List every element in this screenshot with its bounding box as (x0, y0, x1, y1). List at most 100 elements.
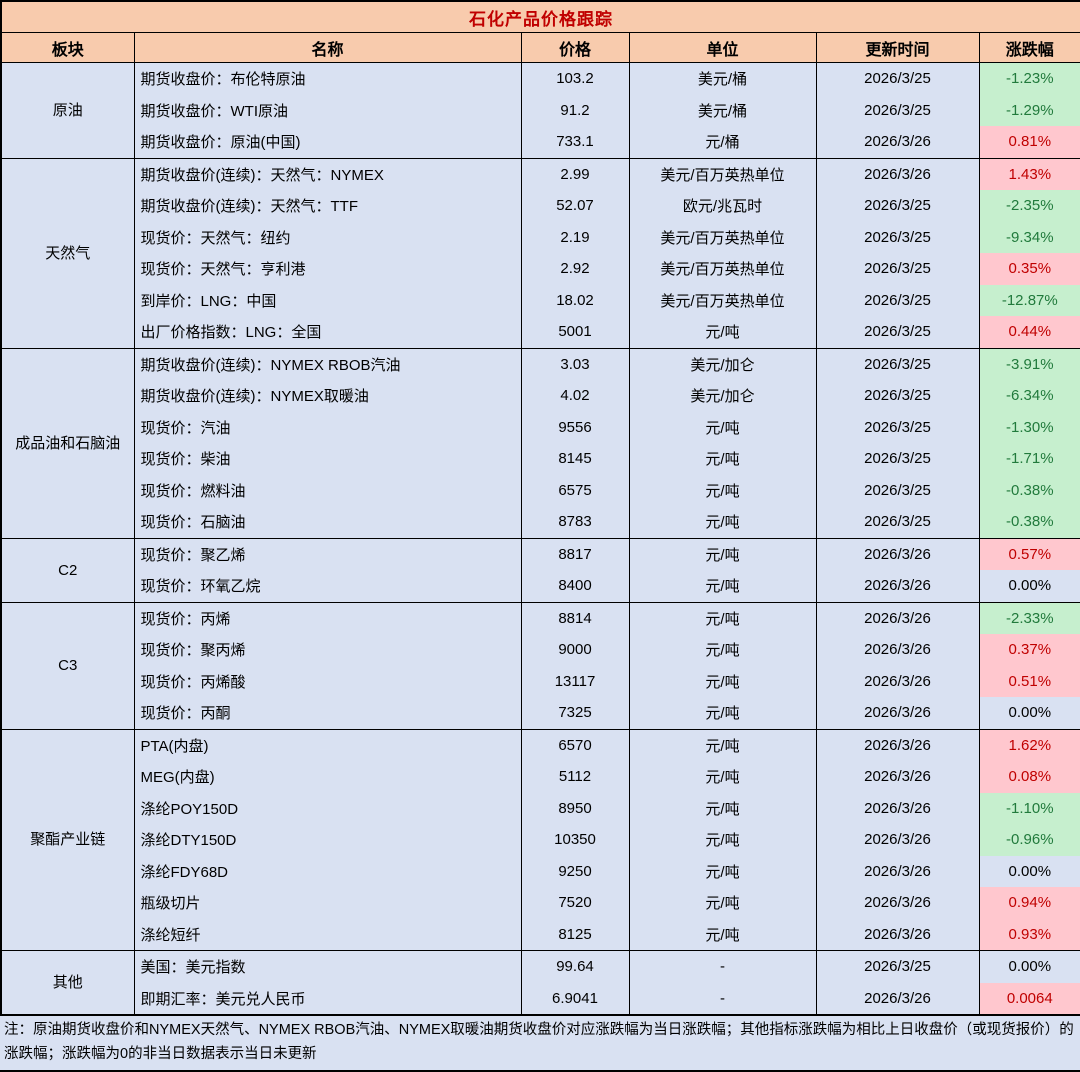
table-row: 现货价：丙酮 7325 元/吨 2026/3/26 0.00% (1, 697, 1080, 729)
change-cell: 0.37% (978, 634, 1080, 666)
date-cell: 2026/3/25 (815, 380, 979, 412)
table-row: 期货收盘价(连续)：NYMEX取暖油 4.02 美元/加仑 2026/3/25 -6.3… (1, 380, 1080, 412)
change-cell: 0.00% (978, 950, 1080, 983)
change-cell: -0.38% (978, 506, 1080, 538)
sector-cell: C3 (0, 601, 134, 729)
unit-cell: 元/吨 (628, 537, 816, 570)
table-row: 期货收盘价：原油(中国) 733.1 元/桶 2026/3/26 0.81% (1, 126, 1080, 158)
table-row: 现货价：燃料油 6575 元/吨 2026/3/25 -0.38% (1, 474, 1080, 506)
name-cell: 涤纶POY150D (133, 792, 521, 824)
change-cell: -1.30% (978, 411, 1080, 443)
name-cell: 现货价：天然气：纽约 (133, 221, 521, 253)
price-cell: 2.19 (520, 221, 629, 253)
price-cell: 8783 (520, 506, 629, 538)
price-cell: 9250 (520, 855, 629, 887)
change-cell: 1.43% (978, 157, 1080, 190)
price-cell: 6570 (520, 728, 629, 761)
unit-cell: 元/吨 (628, 665, 816, 697)
price-cell: 103.2 (520, 62, 629, 95)
name-cell: 涤纶DTY150D (133, 824, 521, 856)
table-row: 其他 美国：美元指数 99.64-2026/3/25 0.00% (0, 950, 1080, 1015)
change-cell: -0.38% (978, 474, 1080, 506)
date-cell: 2026/3/25 (815, 190, 979, 222)
sector-cell: 原油 (0, 62, 134, 158)
change-cell: -1.71% (978, 443, 1080, 475)
table-row: 涤纶FDY68D 9250 元/吨 2026/3/26 0.00% (1, 855, 1080, 887)
unit-cell: 元/吨 (628, 634, 816, 666)
table-row: MEG(内盘) 5112 元/吨 2026/3/26 0.08% (1, 761, 1080, 793)
unit-cell: 元/吨 (628, 728, 816, 761)
price-cell: 6575 (520, 474, 629, 506)
price-cell: 10350 (520, 824, 629, 856)
name-cell: 现货价：柴油 (133, 443, 521, 475)
price-cell: 18.02 (520, 284, 629, 316)
price-cell: 4.02 (520, 380, 629, 412)
price-cell: 9556 (520, 411, 629, 443)
sector-cell: C2 (0, 537, 134, 602)
name-cell: 现货价：汽油 (133, 411, 521, 443)
unit-cell: 元/吨 (628, 792, 816, 824)
change-cell: 0.93% (978, 918, 1080, 951)
price-cell: 8950 (520, 792, 629, 824)
name-cell: 瓶级切片 (133, 887, 521, 919)
change-cell: -0.96% (978, 824, 1080, 856)
sector-cell: 成品油和石脑油 (0, 347, 134, 538)
change-cell: -1.23% (978, 62, 1080, 95)
table-row: 天然气 期货收盘价(连续)：天然气：NYMEX 2.99 美元/百万英热单位 2026/… (0, 157, 1080, 348)
date-cell: 2026/3/26 (815, 855, 979, 887)
name-cell: 现货价：聚乙烯 (133, 537, 521, 570)
unit-cell: 美元/桶 (628, 62, 816, 95)
title-row: 石化产品价格跟踪 (1, 1, 1080, 33)
table-row: 现货价：柴油 8145 元/吨 2026/3/25 -1.71% (1, 443, 1080, 475)
change-cell: -3.91% (978, 347, 1080, 380)
unit-cell: 元/吨 (628, 887, 816, 919)
table-row: 现货价：丙烯酸 13117 元/吨 2026/3/26 0.51% (1, 665, 1080, 697)
table-row: 现货价：环氧乙烷 8400 元/吨 2026/3/26 0.00% (1, 570, 1080, 602)
date-cell: 2026/3/25 (815, 94, 979, 126)
table-row: 涤纶POY150D 8950 元/吨 2026/3/26 -1.10% (1, 792, 1080, 824)
column-header-unit: 单位 (628, 32, 816, 63)
table-row: 即期汇率：美元兑人民币 6.9041-2026/3/26 0.0064 (1, 982, 1080, 1015)
unit-cell: 欧元/兆瓦时 (628, 190, 816, 222)
name-cell: 即期汇率：美元兑人民币 (133, 982, 521, 1015)
name-cell: 美国：美元指数 (133, 950, 521, 983)
price-cell: 8400 (520, 570, 629, 602)
change-cell: 0.57% (978, 537, 1080, 570)
table-row: 现货价：天然气：纽约 2.19 美元/百万英热单位 2026/3/25 -9.34% (1, 221, 1080, 253)
date-cell: 2026/3/26 (815, 918, 979, 951)
change-cell: 0.35% (978, 253, 1080, 285)
date-cell: 2026/3/26 (815, 982, 979, 1015)
name-cell: 现货价：石脑油 (133, 506, 521, 538)
name-cell: 期货收盘价(连续)：天然气：NYMEX (133, 157, 521, 190)
date-cell: 2026/3/26 (815, 601, 979, 634)
price-cell: 7520 (520, 887, 629, 919)
date-cell: 2026/3/25 (815, 284, 979, 316)
date-cell: 2026/3/26 (815, 665, 979, 697)
table-row: 涤纶短纤 8125 元/吨 2026/3/26 0.93% (1, 918, 1080, 951)
change-cell: 0.81% (978, 126, 1080, 158)
date-cell: 2026/3/25 (815, 411, 979, 443)
change-cell: 0.08% (978, 761, 1080, 793)
name-cell: 现货价：燃料油 (133, 474, 521, 506)
date-cell: 2026/3/25 (815, 347, 979, 380)
name-cell: 到岸价：LNG：中国 (133, 284, 521, 316)
price-cell: 733.1 (520, 126, 629, 158)
change-cell: 0.00% (978, 697, 1080, 729)
price-cell: 9000 (520, 634, 629, 666)
table-row: 成品油和石脑油 期货收盘价(连续)：NYMEX RBOB汽油 3.03 美元/加仑 20… (0, 347, 1080, 538)
unit-cell: - (628, 950, 816, 983)
date-cell: 2026/3/26 (815, 126, 979, 158)
change-cell: -12.87% (978, 284, 1080, 316)
table-row: C3 现货价：丙烯 8814 元/吨 2026/3/26 -2.33% (0, 601, 1080, 729)
unit-cell: 美元/加仑 (628, 347, 816, 380)
change-cell: 1.62% (978, 728, 1080, 761)
unit-cell: 元/吨 (628, 697, 816, 729)
price-cell: 91.2 (520, 94, 629, 126)
change-cell: 0.51% (978, 665, 1080, 697)
name-cell: 期货收盘价(连续)：NYMEX取暖油 (133, 380, 521, 412)
name-cell: 现货价：聚丙烯 (133, 634, 521, 666)
date-cell: 2026/3/25 (815, 62, 979, 95)
change-cell: -2.33% (978, 601, 1080, 634)
unit-cell: 美元/桶 (628, 94, 816, 126)
table-row: 现货价：汽油 9556 元/吨 2026/3/25 -1.30% (1, 411, 1080, 443)
